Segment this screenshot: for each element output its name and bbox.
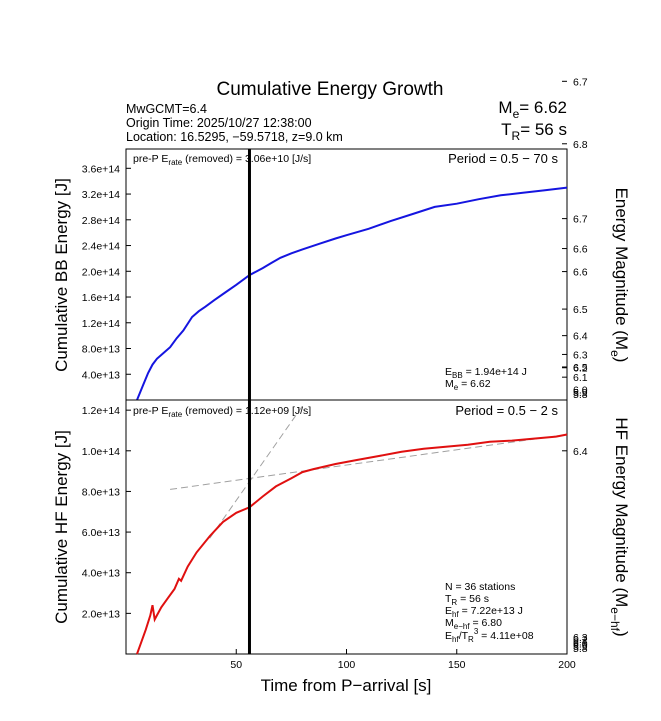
hf-right-tick-label: 5.8 bbox=[573, 643, 588, 655]
bb-energy-series bbox=[136, 186, 568, 401]
bb-energy-annotation: EBB = 1.94e+14 J bbox=[445, 366, 527, 380]
bb-right-axis-label: Energy Magnitude (Me) bbox=[608, 188, 631, 363]
bb-y-tick-label: 2.8e+14 bbox=[82, 215, 120, 227]
hf-right-tick-label: 5.9 bbox=[573, 641, 588, 653]
x-tick-label: 100 bbox=[338, 659, 356, 671]
bb-y-tick-label: 1.2e+14 bbox=[82, 318, 120, 330]
x-tick-label: 200 bbox=[558, 659, 576, 671]
hf-right-tick-label: 6.2 bbox=[573, 634, 588, 646]
bb-right-axis-ticks: 6.16.2 6.3 6.4 6.5 6.6 6.7 6.8 6.05.95.8 bbox=[562, 139, 588, 401]
bb-y-tick-label: 2.4e+14 bbox=[82, 241, 120, 253]
bb-y-axis-ticks: 4.0e+13 8.0e+13 1.2e+14 1.6e+14 2.0e+14 2.4e+… bbox=[82, 163, 131, 381]
meta-line-3: Location: 16.5295, −59.5718, z=9.0 km bbox=[126, 130, 343, 144]
bb-right-tick-label: 6.7 bbox=[573, 214, 588, 226]
hf-me-annotation: Me−hf = 6.80 bbox=[445, 617, 502, 631]
hf-right-tick-label: 6.4 bbox=[573, 446, 588, 458]
bb-panel-frame bbox=[125, 148, 568, 401]
hf-ratio-annotation: Ehf/TR3 = 4.11e+08 bbox=[445, 627, 534, 644]
bb-right-tick-label: 6.1 bbox=[573, 372, 588, 384]
bb-right-tick-label: 5.9 bbox=[573, 387, 588, 399]
hf-right-tick-label: 6.1 bbox=[573, 636, 588, 648]
bb-y-tick-label: 4.0e+13 bbox=[82, 369, 120, 381]
bb-energy-panel: 4.0e+13 8.0e+13 1.2e+14 1.6e+14 2.0e+14 2.4e+… bbox=[52, 139, 631, 401]
hf-y-axis-label: Cumulative HF Energy [J] bbox=[52, 430, 71, 624]
bb-right-tick-label: 6.3 bbox=[573, 349, 588, 361]
hf-guide-line bbox=[170, 434, 568, 490]
hf-y-tick-label: 1.2e+14 bbox=[82, 405, 120, 417]
hf-tr-annotation: TR = 56 s bbox=[445, 593, 489, 607]
hf-y-tick-label: 8.0e+13 bbox=[82, 486, 120, 498]
hf-y-tick-label: 2.0e+13 bbox=[82, 608, 120, 620]
hf-right-tick-label: 6.7 bbox=[573, 76, 588, 88]
hf-y-tick-label: 6.0e+13 bbox=[82, 527, 120, 539]
tr-summary: TR= 56 s bbox=[501, 120, 567, 143]
hf-energy-series bbox=[136, 433, 568, 655]
x-tick-label: 50 bbox=[230, 659, 242, 671]
hf-right-tick-label: 6.6 bbox=[573, 244, 588, 256]
me-summary: Me= 6.62 bbox=[498, 98, 567, 121]
meta-line-2: Origin Time: 2025/10/27 12:38:00 bbox=[126, 116, 312, 130]
x-tick-label: 150 bbox=[448, 659, 466, 671]
bb-right-tick-label: 6.0 bbox=[573, 385, 588, 397]
hf-y-axis-ticks: 2.0e+13 4.0e+13 6.0e+13 8.0e+13 1.0e+14 1.2e+… bbox=[82, 405, 131, 620]
hf-energy-panel: 2.0e+13 4.0e+13 6.0e+13 8.0e+13 1.0e+14 1.2e+… bbox=[52, 76, 631, 695]
meta-line-1: MwGCMT=6.4 bbox=[126, 102, 207, 116]
bb-right-tick-label: 6.6 bbox=[573, 267, 588, 279]
chart-title: Cumulative Energy Growth bbox=[216, 79, 443, 100]
hf-period-label: Period = 0.5 − 2 s bbox=[455, 403, 558, 418]
bb-right-tick-label: 6.2 bbox=[573, 363, 588, 375]
hf-right-axis-label: HF Energy Magnitude (Me−hf) bbox=[608, 417, 631, 636]
bb-y-tick-label: 3.6e+14 bbox=[82, 163, 120, 175]
hf-guide-lines bbox=[170, 405, 568, 539]
bb-prep-rate-label: pre-P Erate (removed) = 3.06e+10 [J/s] bbox=[133, 153, 311, 167]
bb-right-tick-label: 6.5 bbox=[573, 304, 588, 316]
bb-y-tick-label: 3.2e+14 bbox=[82, 189, 120, 201]
bb-y-tick-label: 8.0e+13 bbox=[82, 344, 120, 356]
hf-right-tick-label: 6.5 bbox=[573, 362, 588, 374]
hf-right-tick-label: 6.0 bbox=[573, 639, 588, 651]
hf-guide-line bbox=[209, 405, 303, 539]
hf-stations-annotation: N = 36 stations bbox=[445, 581, 515, 593]
hf-prep-rate-label: pre-P Erate (removed) = 1.12e+09 [J/s] bbox=[133, 405, 311, 419]
bb-right-tick-label: 6.4 bbox=[573, 331, 588, 343]
bb-y-tick-label: 1.6e+14 bbox=[82, 292, 120, 304]
hf-energy-annotation: Ehf = 7.22e+13 J bbox=[445, 605, 523, 619]
bb-right-tick-label: 6.8 bbox=[573, 139, 588, 151]
bb-y-tick-label: 2.0e+14 bbox=[82, 266, 120, 278]
hf-y-tick-label: 1.0e+14 bbox=[82, 446, 120, 458]
bb-y-axis-label: Cumulative BB Energy [J] bbox=[52, 178, 71, 372]
bb-right-tick-label: 5.8 bbox=[573, 389, 588, 401]
bb-me-annotation: Me = 6.62 bbox=[445, 378, 491, 392]
bb-period-label: Period = 0.5 − 70 s bbox=[448, 151, 558, 166]
x-axis-label: Time from P−arrival [s] bbox=[261, 676, 432, 695]
hf-right-axis-ticks: 6.46.56.66.76.86.96.36.26.16.05.95.8 bbox=[562, 76, 588, 655]
hf-right-tick-label: 6.3 bbox=[573, 632, 588, 644]
hf-y-tick-label: 4.0e+13 bbox=[82, 568, 120, 580]
hf-x-axis-ticks: 50 100 150 200 bbox=[230, 649, 576, 671]
